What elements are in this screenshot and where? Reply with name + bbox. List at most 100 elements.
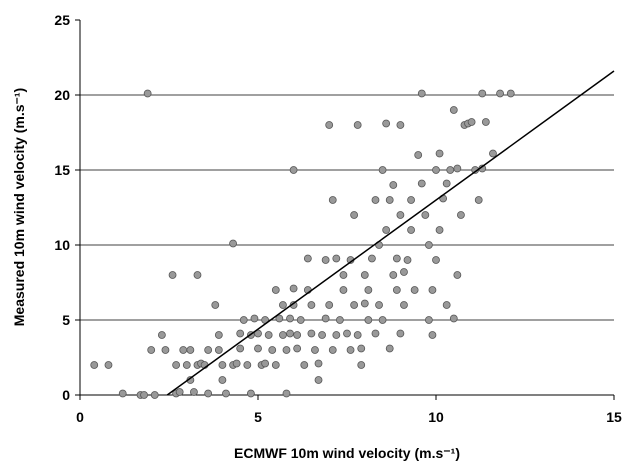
point: [400, 301, 408, 309]
point: [254, 344, 262, 353]
point: [229, 239, 237, 248]
point: [289, 166, 298, 174]
x-tick-label: 15: [606, 409, 622, 425]
point: [307, 301, 316, 309]
point: [396, 329, 405, 338]
point: [442, 301, 451, 309]
point: [204, 346, 213, 354]
point: [400, 268, 408, 276]
x-axis-label: ECMWF 10m wind velocity (m.s⁻¹): [234, 445, 460, 461]
point: [222, 389, 230, 398]
point: [343, 329, 351, 338]
fit-line: [166, 70, 615, 396]
point: [346, 346, 355, 354]
point: [410, 286, 419, 294]
point: [417, 179, 426, 188]
point: [432, 166, 440, 174]
point: [279, 301, 287, 309]
point: [392, 254, 401, 263]
point: [279, 331, 287, 339]
point: [442, 179, 451, 188]
point: [435, 226, 444, 234]
point: [214, 346, 223, 354]
point: [360, 299, 369, 308]
point: [307, 329, 316, 338]
point: [214, 331, 223, 339]
point: [232, 359, 241, 368]
point: [385, 344, 394, 353]
point: [474, 196, 483, 204]
point: [407, 196, 415, 204]
point: [432, 256, 440, 264]
point: [250, 314, 259, 323]
point: [378, 316, 387, 324]
point: [478, 89, 487, 98]
point: [293, 331, 302, 339]
point: [325, 301, 334, 309]
point: [446, 166, 455, 174]
point: [314, 359, 323, 368]
point: [286, 329, 294, 338]
y-tick-label: 15: [54, 162, 70, 178]
point: [339, 286, 348, 294]
point: [396, 121, 405, 129]
point: [321, 256, 330, 264]
y-tick-label: 20: [54, 87, 70, 103]
point: [211, 301, 220, 309]
point: [378, 166, 387, 174]
point: [271, 286, 280, 294]
point: [314, 376, 323, 384]
point: [371, 329, 380, 338]
point: [218, 376, 227, 384]
point: [396, 211, 405, 219]
point: [239, 316, 248, 324]
point: [506, 89, 515, 98]
point: [157, 331, 166, 339]
point: [368, 254, 376, 263]
point: [275, 314, 284, 323]
point: [332, 331, 341, 339]
point: [147, 346, 156, 354]
point: [339, 271, 348, 279]
point: [489, 149, 497, 158]
point: [282, 389, 291, 398]
point: [261, 359, 270, 368]
point: [264, 331, 273, 339]
point: [357, 361, 366, 369]
point: [467, 118, 476, 126]
point: [236, 329, 245, 338]
point: [364, 316, 373, 324]
point: [186, 346, 195, 354]
point: [271, 361, 280, 369]
x-tick-label: 5: [254, 409, 262, 425]
point: [104, 361, 113, 369]
point: [481, 118, 490, 126]
point: [375, 301, 383, 309]
point: [243, 361, 252, 369]
point: [385, 196, 394, 204]
point: [150, 391, 159, 399]
point: [428, 331, 437, 339]
point: [371, 196, 380, 204]
y-tick-label: 10: [54, 237, 70, 253]
point: [389, 181, 398, 189]
point: [453, 271, 462, 279]
point: [328, 196, 337, 204]
y-tick-label: 5: [62, 312, 70, 328]
point: [360, 271, 369, 279]
point: [172, 361, 181, 369]
point: [143, 89, 152, 98]
point: [296, 316, 305, 324]
y-tick-label: 25: [54, 12, 70, 28]
point: [357, 344, 366, 353]
point: [332, 254, 341, 263]
point: [392, 286, 401, 294]
point: [179, 346, 188, 354]
point: [303, 254, 312, 263]
point: [421, 211, 430, 219]
point: [190, 388, 198, 396]
point: [403, 256, 412, 264]
point: [417, 89, 426, 98]
point: [182, 361, 191, 369]
point: [449, 314, 458, 323]
